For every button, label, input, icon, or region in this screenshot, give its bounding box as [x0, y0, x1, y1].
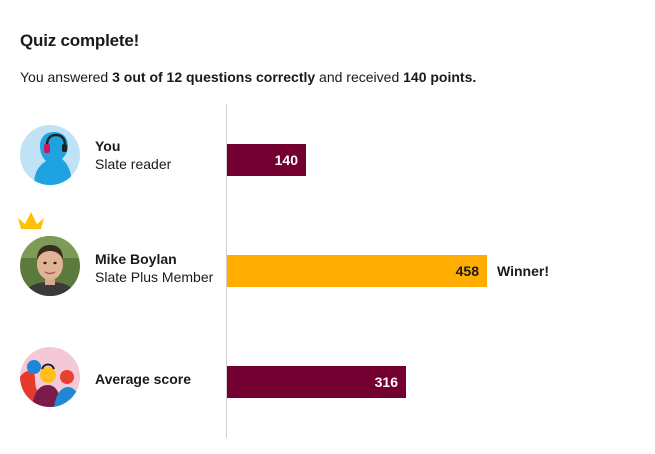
quiz-summary: You answered 3 out of 12 questions corre…: [20, 69, 476, 85]
summary-correct: 3 out of 12 questions correctly: [112, 69, 316, 85]
crowd-illustration-icon: [20, 347, 80, 407]
summary-prefix: You answered: [20, 69, 113, 85]
winner-badge: Winner!: [497, 263, 549, 279]
summary-middle: and received: [315, 69, 404, 85]
score-value: 140: [274, 152, 298, 168]
score-value: 458: [455, 263, 479, 279]
summary-points: 140 points.: [403, 69, 477, 85]
score-bar-you: 140: [227, 144, 306, 176]
player-mike-boylan: Mike Boylan Slate Plus Member: [95, 250, 213, 286]
score-value: 316: [374, 374, 398, 390]
score-bar-mike-boylan: 458: [227, 255, 487, 287]
player-average: Average score: [95, 370, 191, 388]
quiz-title: Quiz complete!: [20, 31, 140, 50]
player-you: You Slate reader: [95, 137, 171, 173]
player-name: Mike Boylan: [95, 251, 177, 267]
score-bar-average: 316: [227, 366, 406, 398]
player-name: You: [95, 138, 121, 154]
crown-icon: [18, 212, 44, 229]
user-photo-avatar: [20, 236, 80, 296]
player-role: Slate reader: [95, 156, 172, 172]
chart-axis-line: [226, 104, 227, 438]
player-role: Slate Plus Member: [95, 269, 214, 285]
headphones-listener-icon: [20, 125, 80, 185]
player-name: Average score: [95, 371, 191, 387]
